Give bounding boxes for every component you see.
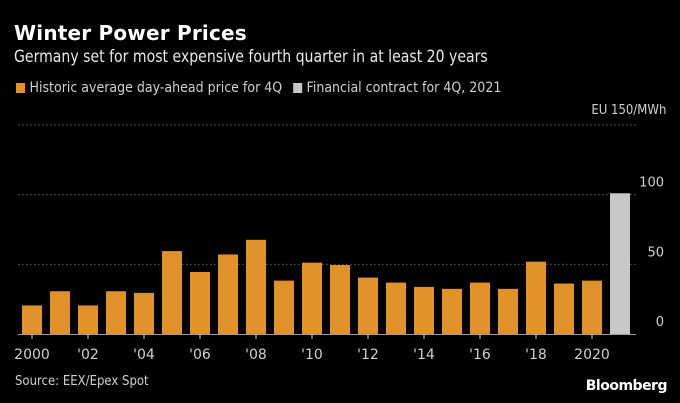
- bar-2002: [78, 305, 98, 334]
- bloomberg-logo: Bloomberg: [585, 378, 668, 394]
- x-tick-label: 2020: [574, 347, 610, 363]
- legend: Historic average day-ahead price for 4Q …: [16, 80, 512, 96]
- bar-2018: [526, 261, 546, 334]
- legend-label-historic: Historic average day-ahead price for 4Q: [29, 80, 283, 96]
- x-tick-label: '10: [301, 347, 323, 363]
- source-note: Source: EEX/Epex Spot: [15, 374, 149, 389]
- bar-2020: [582, 280, 602, 334]
- bar-2001: [50, 291, 70, 334]
- bar-2003: [106, 291, 126, 334]
- chart-title: Winter Power Prices: [14, 21, 247, 45]
- bar-2009: [274, 280, 294, 334]
- bar-2008: [246, 239, 266, 334]
- legend-swatch-historic: [16, 83, 25, 93]
- x-tick-label: '06: [189, 347, 211, 363]
- bar-2017: [498, 288, 518, 334]
- x-tick-label: '14: [413, 347, 435, 363]
- x-tick-label: '16: [469, 347, 491, 363]
- bar-2004: [134, 292, 154, 334]
- bar-2014: [414, 286, 434, 334]
- y-tick-label: 50: [647, 245, 664, 260]
- unit-label: EU 150/MWh: [590, 103, 666, 118]
- bar-2013: [386, 282, 406, 334]
- bar-2012: [358, 277, 378, 334]
- y-tick-label: 100: [639, 176, 664, 191]
- bar-2016: [470, 282, 490, 334]
- legend-item-historic: Historic average day-ahead price for 4Q: [16, 80, 282, 96]
- bar-2000: [22, 305, 42, 334]
- bar-2019: [554, 283, 574, 334]
- bar-2021: [610, 193, 630, 334]
- bar-2015: [442, 288, 462, 334]
- x-tick-label: '18: [525, 347, 547, 363]
- legend-item-contract: Financial contract for 4Q, 2021: [293, 80, 501, 96]
- x-tick-label: '04: [133, 347, 155, 363]
- x-tick-label: '02: [77, 347, 99, 363]
- chart-subtitle: Germany set for most expensive fourth qu…: [14, 47, 488, 67]
- bar-2007: [218, 254, 238, 334]
- x-tick-label: '08: [245, 347, 267, 363]
- legend-swatch-contract: [293, 83, 303, 93]
- bar-2006: [190, 271, 210, 334]
- legend-label-contract: Financial contract for 4Q, 2021: [306, 80, 502, 96]
- y-tick-label: 0: [656, 315, 664, 330]
- x-tick-label: 2000: [14, 347, 50, 363]
- bar-2011: [330, 265, 350, 334]
- bar-2010: [302, 262, 322, 334]
- x-tick-label: '12: [357, 347, 379, 363]
- bar-2005: [162, 251, 182, 334]
